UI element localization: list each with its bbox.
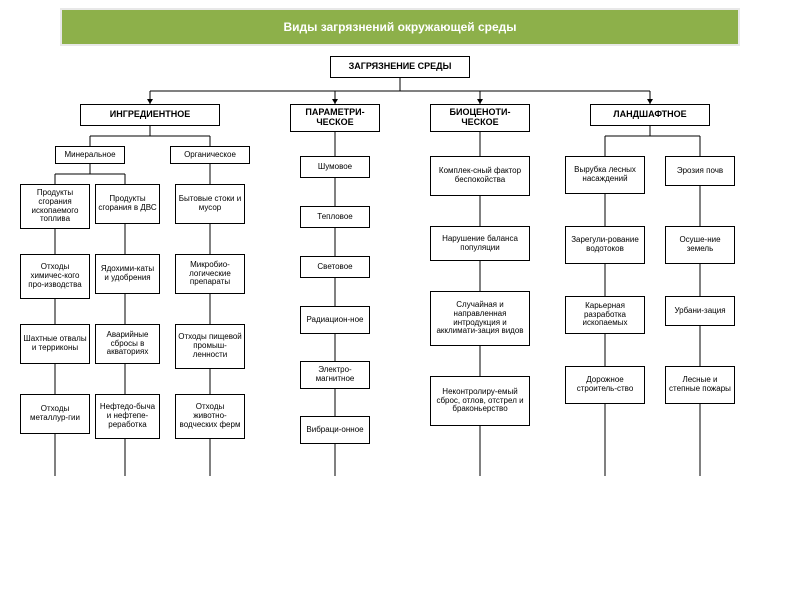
branch-landscape: ЛАНДШАФТНОЕ: [590, 104, 710, 126]
leaf: Тепловое: [300, 206, 370, 228]
branch-ingredient: ИНГРЕДИЕНТНОЕ: [80, 104, 220, 126]
leaf: Отходы животно-водческих ферм: [175, 394, 245, 439]
leaf: Урбани-зация: [665, 296, 735, 326]
leaf: Шумовое: [300, 156, 370, 178]
leaf: Световое: [300, 256, 370, 278]
leaf: Отходы химичес-кого про-изводства: [20, 254, 90, 299]
leaf: Продукты сгорания ископаемого топлива: [20, 184, 90, 229]
leaf: Радиацион-ное: [300, 306, 370, 334]
leaf: Карьерная разработка ископаемых: [565, 296, 645, 334]
page-title: Виды загрязнений окружающей среды: [60, 8, 740, 46]
leaf: Продукты сгорания в ДВС: [95, 184, 160, 224]
leaf: Нарушение баланса популяции: [430, 226, 530, 261]
leaf: Отходы пищевой промыш-ленности: [175, 324, 245, 369]
leaf: Неконтролиру-емый сброс, отлов, отстрел …: [430, 376, 530, 426]
leaf: Микробио-логические препараты: [175, 254, 245, 294]
hierarchy-diagram: ЗАГРЯЗНЕНИЕ СРЕДЫ ИНГРЕДИЕНТНОЕ ПАРАМЕТР…: [0, 56, 800, 596]
root-node: ЗАГРЯЗНЕНИЕ СРЕДЫ: [330, 56, 470, 78]
leaf: Дорожное строитель-ство: [565, 366, 645, 404]
leaf: Электро-магнитное: [300, 361, 370, 389]
sub-mineral: Минеральное: [55, 146, 125, 164]
leaf: Аварийные сбросы в акваториях: [95, 324, 160, 364]
branch-parametric: ПАРАМЕТРИ-ЧЕСКОЕ: [290, 104, 380, 132]
leaf: Зарегули-рование водотоков: [565, 226, 645, 264]
leaf: Шахтные отвалы и терриконы: [20, 324, 90, 364]
leaf: Нефтедо-быча и нефтепе-реработка: [95, 394, 160, 439]
sub-organic: Органическое: [170, 146, 250, 164]
leaf: Отходы металлур-гии: [20, 394, 90, 434]
leaf: Бытовые стоки и мусор: [175, 184, 245, 224]
leaf: Эрозия почв: [665, 156, 735, 186]
leaf: Случайная и направленная интродукция и а…: [430, 291, 530, 346]
leaf: Вибраци-онное: [300, 416, 370, 444]
branch-biocenotic: БИОЦЕНОТИ-ЧЕСКОЕ: [430, 104, 530, 132]
leaf: Ядохими-каты и удобрения: [95, 254, 160, 294]
leaf: Вырубка лесных насаждений: [565, 156, 645, 194]
leaf: Осуше-ние земель: [665, 226, 735, 264]
leaf: Лесные и степные пожары: [665, 366, 735, 404]
leaf: Комплек-сный фактор беспокойства: [430, 156, 530, 196]
